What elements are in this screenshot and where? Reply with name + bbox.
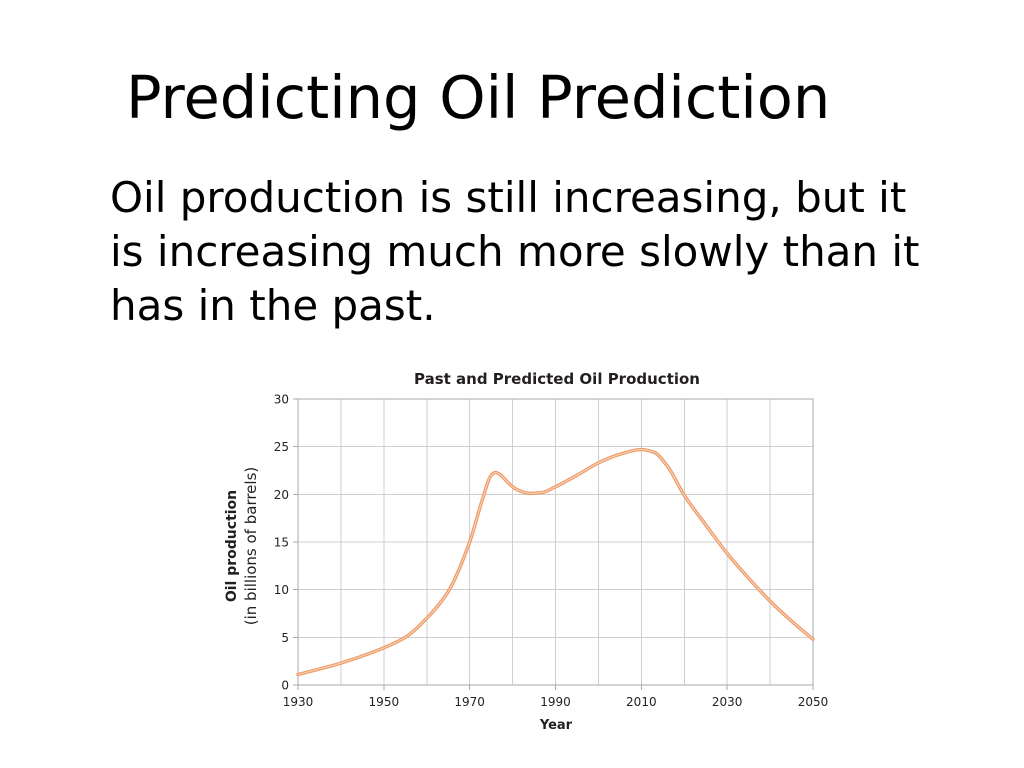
y-tick-label: 5	[281, 631, 289, 645]
x-tick-label: 1930	[283, 695, 314, 709]
body-line: Oil production is still increasing, but …	[110, 173, 907, 222]
body-line: is increasing much more slowly than it	[110, 227, 920, 276]
x-tick-label: 1990	[540, 695, 571, 709]
chart-title: Past and Predicted Oil Production	[414, 370, 700, 388]
x-axis-label: Year	[539, 718, 573, 733]
y-axis-unit-label: (in billions of barrels)	[242, 467, 260, 626]
oil-production-chart: Past and Predicted Oil Production 0 5 10 15…	[224, 370, 829, 733]
grid-layer	[297, 398, 814, 686]
x-tick-label: 2010	[626, 695, 657, 709]
y-tick-label: 20	[274, 488, 289, 502]
x-tick-label: 2050	[798, 695, 829, 709]
x-tick-label: 2030	[712, 695, 743, 709]
oil-production-line-highlight	[297, 448, 814, 676]
slide-body: Oil production is still increasing, but …	[110, 171, 920, 333]
body-line: has in the past.	[110, 281, 436, 330]
y-tick-label: 30	[274, 393, 289, 407]
y-axis-label: Oil production	[224, 490, 240, 602]
x-tick-label: 1950	[369, 695, 400, 709]
y-tick-label: 10	[274, 583, 289, 597]
y-tick-label: 0	[281, 679, 289, 693]
slide-title: Predicting Oil Prediction	[126, 63, 831, 132]
x-tick-label: 1970	[454, 695, 485, 709]
y-tick-label: 25	[274, 440, 289, 454]
y-tick-label: 15	[274, 536, 289, 550]
axes-layer: 0 5 10 15 20 25 30 1930 1950 1970 1990 2010 2030 2050	[274, 393, 829, 710]
series-layer	[296, 447, 815, 677]
